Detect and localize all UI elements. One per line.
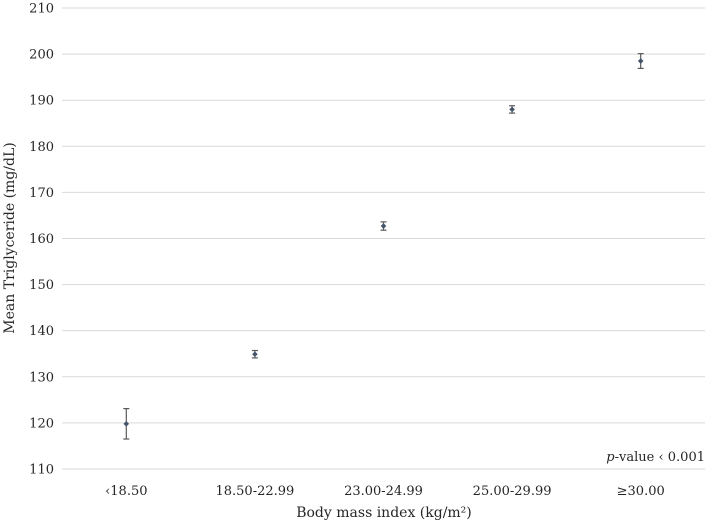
data-point [252,351,258,358]
x-tick-labels: ‹18.50 18.50-22.99 23.00-24.99 25.00-29.99 ≥… [105,484,665,499]
x-tick-label: 18.50-22.99 [215,484,294,499]
y-tick-label: 140 [29,324,54,339]
y-tick-labels: 110 120 130 140 150 160 170 180 190 200 210 [29,2,54,478]
data-point [637,58,644,64]
data-point [509,106,515,113]
y-tick-label: 110 [29,463,54,478]
p-value-annotation: p-value ‹ 0.001 [606,450,705,465]
y-tick-label: 150 [29,278,54,293]
y-tick-label: 160 [29,232,54,247]
y-tick-label: 180 [29,140,54,155]
gridlines [62,7,705,470]
y-tick-label: 190 [29,94,54,109]
y-tick-label: 170 [29,186,54,201]
x-tick-label: ≥30.00 [617,484,665,499]
error-bars [123,53,644,440]
x-axis-title: Body mass index (kg/m²) [296,505,472,521]
data-point [380,223,387,229]
data-point [123,421,130,427]
y-tick-label: 200 [29,48,54,63]
y-tick-label: 210 [29,2,54,17]
x-tick-label: 25.00-29.99 [473,484,552,499]
y-tick-label: 120 [29,416,54,431]
x-tick-label: 23.00-24.99 [344,484,423,499]
data-points [123,58,644,427]
y-tick-label: 130 [29,370,54,385]
x-tick-label: ‹18.50 [105,484,147,499]
y-axis-title: Mean Triglyceride (mg/dL) [2,142,18,333]
p-value-italic-p: p [606,450,615,465]
p-value-rest: -value ‹ 0.001 [615,450,705,465]
